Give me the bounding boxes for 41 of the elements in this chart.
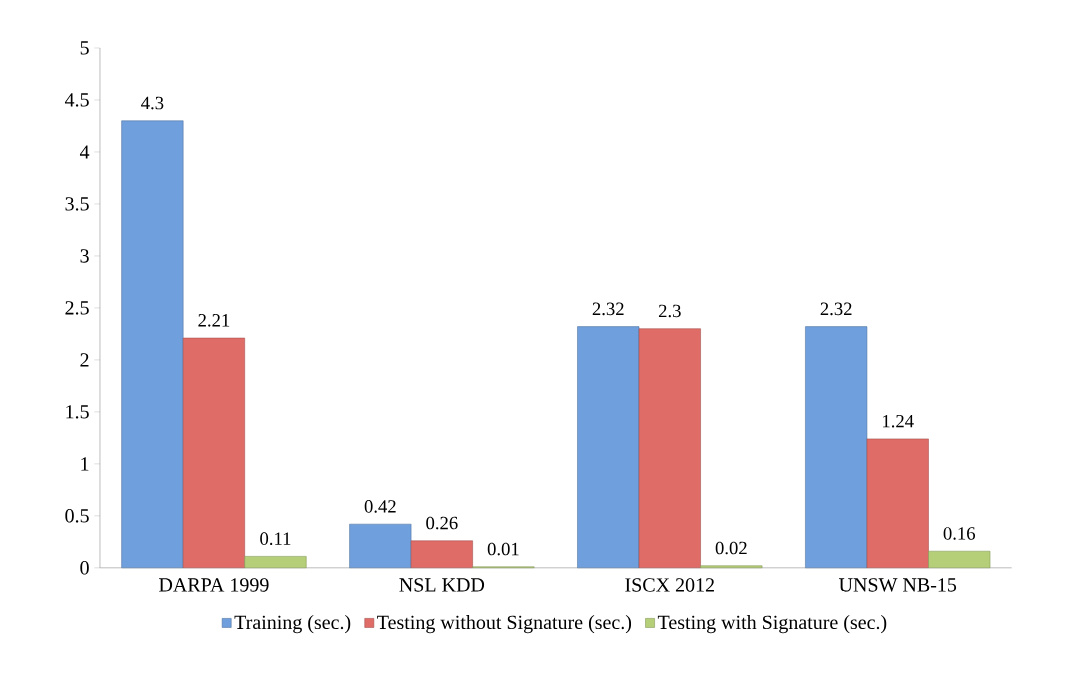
legend-label: Testing without Signature (sec.) xyxy=(377,614,632,633)
data-label: 2.3 xyxy=(658,304,681,318)
data-label: 2.32 xyxy=(820,302,852,316)
bar xyxy=(928,550,991,568)
x-tick-label: DARPA 1999 xyxy=(159,578,269,592)
data-label: 1.24 xyxy=(883,414,914,428)
data-label: 4.3 xyxy=(141,96,164,110)
y-tick-label: 0.5 xyxy=(65,508,89,523)
bar xyxy=(182,337,245,568)
bar xyxy=(577,326,640,568)
y-tick-label: 3.5 xyxy=(65,196,89,211)
bar xyxy=(349,523,412,568)
y-tick-label: 2 xyxy=(80,353,89,367)
y-tick-label: 3 xyxy=(80,248,89,263)
bar xyxy=(700,565,763,568)
data-label: 0.16 xyxy=(943,526,976,540)
bar xyxy=(805,326,868,568)
y-tick-label: 1 xyxy=(81,457,89,471)
bar xyxy=(121,120,184,568)
x-tick-label: UNSW NB-15 xyxy=(839,578,957,592)
legend-label: Testing with Signature (sec.) xyxy=(657,614,887,633)
y-tick-label: 4 xyxy=(79,145,90,159)
data-label: 0.01 xyxy=(487,542,519,556)
y-tick-label: 1.5 xyxy=(66,404,89,419)
bar xyxy=(638,328,701,568)
y-tick-label: 4.5 xyxy=(64,93,89,107)
data-label: 0.11 xyxy=(260,532,291,545)
x-tick-label: ISCX 2012 xyxy=(625,578,714,592)
legend-label: Training (sec.) xyxy=(234,614,351,633)
data-label: 0.26 xyxy=(426,516,458,530)
y-tick-label: 0 xyxy=(80,560,89,575)
bar xyxy=(244,555,307,568)
data-label: 0.02 xyxy=(715,541,747,555)
bar xyxy=(866,438,929,568)
y-tick-label: 5 xyxy=(80,41,89,55)
x-tick-label: NSL KDD xyxy=(399,578,485,592)
data-label: 2.32 xyxy=(592,302,624,316)
data-label: 2.21 xyxy=(198,313,230,327)
bar xyxy=(410,540,473,568)
data-label: 0.42 xyxy=(364,499,396,513)
y-tick-label: 2.5 xyxy=(65,300,89,315)
